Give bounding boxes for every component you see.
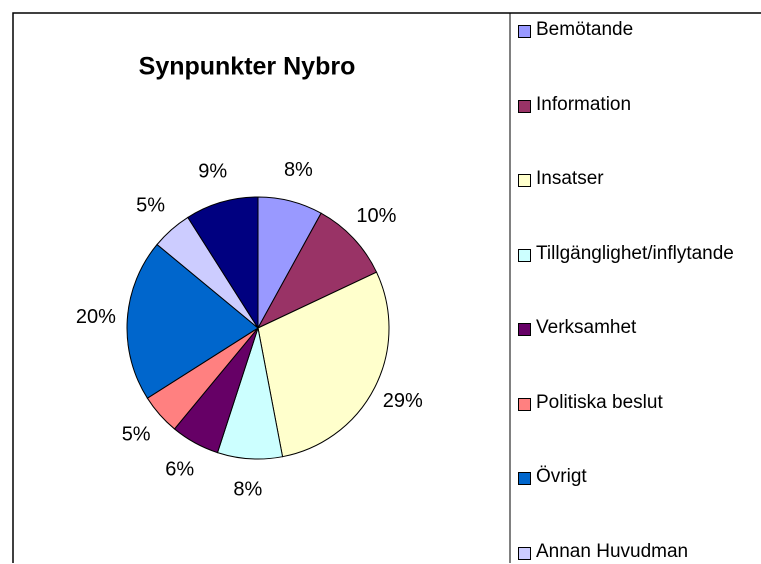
data-label: 9% [198,160,227,182]
legend-item: Övrigt [512,465,741,489]
chart-title: Synpunkter Nybro [139,53,356,81]
legend-label: Politiska beslut [536,391,663,413]
pie-slice [257,271,390,458]
legend-swatch [518,546,531,560]
data-label: 8% [233,478,262,500]
legend-label: Verksamhet [536,317,637,338]
pie-slice [187,196,259,330]
legend-label: Annan Huvudman [536,540,689,562]
legend-swatch [518,248,531,262]
legend-item: Verksamhet [512,316,741,340]
legend-swatch [518,174,531,187]
legend-swatch [518,397,531,411]
data-label: 5% [122,424,151,446]
data-label: 5% [136,194,165,216]
data-label: 20% [76,306,116,328]
data-label: 8% [284,159,313,181]
data-label: 6% [165,459,194,481]
legend-swatch [518,323,531,336]
legend-label: Information [536,93,632,115]
legend-label: Övrigt [536,466,587,487]
legend-swatch [518,472,531,485]
legend-item: Information [512,93,741,117]
data-label: 29% [383,390,423,412]
pie-slice [256,212,378,330]
legend-swatch [518,25,531,38]
data-label: 10% [356,205,396,227]
legend-item: Annan Huvudman [512,540,741,564]
legend-item: Bemötande [512,18,741,42]
legend-item: Politiska beslut [512,391,741,415]
legend-item: Tillgänglighet/inflytande [512,242,741,266]
legend-label: Insatser [536,168,604,189]
pie-slice [126,243,259,399]
legend-swatch [518,99,531,113]
legend-label: Tillgänglighet/inflytande [536,242,734,264]
legend-label: Bemötande [536,19,634,40]
legend-item: Insatser [512,167,741,191]
